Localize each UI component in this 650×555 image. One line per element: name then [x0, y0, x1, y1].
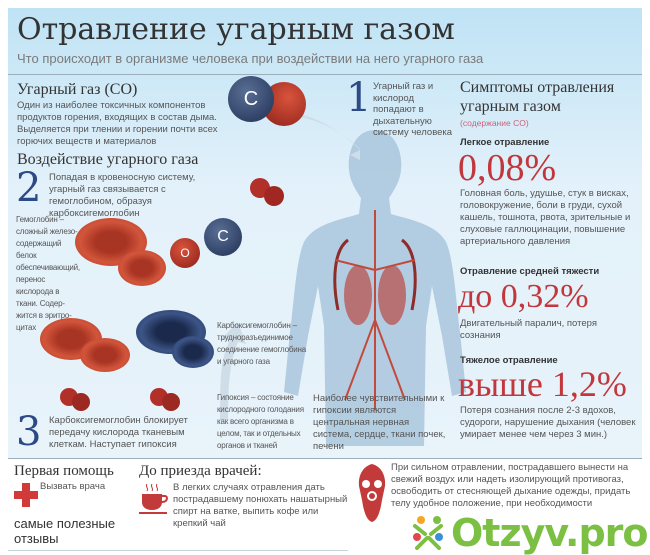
- page-subtitle: Что происходит в организме человека при …: [17, 51, 484, 66]
- gas-mask-icon: [358, 464, 386, 522]
- level-mild-value: 0,08%: [458, 147, 557, 189]
- co-heading: Угарный газ (CO): [17, 81, 138, 98]
- effect-heading: Воздействие угарного газа: [17, 151, 199, 168]
- level-mild-label: Легкое отравление: [460, 137, 550, 148]
- page-title: Отравление угарным газом: [17, 12, 455, 47]
- step-2-number: 2: [16, 165, 42, 211]
- carboxyhemoglobin-note: Карбоксигемоглобин – трудноразъединимое …: [217, 321, 306, 366]
- step-1-number: 1: [346, 75, 372, 121]
- step-2-text: Попадая в кровеносную систему, угарный г…: [49, 172, 196, 219]
- level-medium-text: Двигательный паралич, потеря сознания: [460, 318, 597, 341]
- watermark-tagline: самые полезные отзывы: [14, 516, 116, 546]
- hypoxia-note: Гипоксия – состояние кислородного голода…: [217, 393, 304, 450]
- symptoms-subheading: (содержание CO): [460, 118, 529, 128]
- oxygen-molecule-icon: [264, 186, 284, 206]
- human-body-illustration: [284, 130, 466, 446]
- carboxyhemoglobin-cell-icon: [172, 336, 214, 368]
- carbon-atom-icon-2: C: [204, 218, 242, 256]
- level-severe-label: Тяжелое отравление: [460, 355, 558, 366]
- step-3-number: 3: [16, 409, 42, 455]
- gas-mask-advice-text: При сильном отравлении, пострадавшего вы…: [391, 462, 631, 509]
- call-doctor-text: Вызвать врача: [40, 481, 106, 492]
- step-3-text: Карбоксигемоглобин блокирует передачу ки…: [49, 415, 188, 450]
- red-blood-cell-icon: [118, 250, 166, 286]
- co-description: Один из наиболее токсичных компонентов п…: [17, 100, 218, 147]
- otzyv-logo-icon: [413, 516, 443, 550]
- tea-advice-text: В легких случаях отравления дать пострад…: [173, 482, 348, 529]
- level-mild-text: Головная боль, удушье, стук в висках, го…: [460, 188, 631, 247]
- step-1-text: Угарный газ и кислород попадают в дыхате…: [373, 81, 453, 138]
- medical-cross-icon: [14, 483, 38, 507]
- hot-cup-icon: [139, 483, 168, 514]
- sensitive-organs-note: Наиболее чувствительными к гипоксии явля…: [313, 393, 446, 452]
- before-doctors-heading: До приезда врачей:: [139, 463, 262, 479]
- level-medium-value: до 0,32%: [458, 278, 589, 315]
- level-medium-label: Отравление средней тяжести: [460, 266, 600, 277]
- oxygen-molecule-icon: [162, 393, 180, 411]
- oxygen-atom-icon-2: O: [170, 238, 200, 268]
- level-severe-text: Потеря сознания после 2-3 вдохов, судоро…: [460, 405, 636, 440]
- red-blood-cell-icon: [80, 338, 130, 372]
- flow-arrows: [220, 110, 360, 420]
- hemoglobin-note: Гемоглобин – сложный железо-содержащий б…: [16, 215, 80, 332]
- oxygen-molecule-icon: [72, 393, 90, 411]
- watermark: Otzyv.pro: [405, 514, 650, 552]
- watermark-brand: Otzyv.pro: [451, 511, 649, 555]
- carbon-atom-icon: C: [228, 76, 274, 122]
- first-aid-heading: Первая помощь: [14, 463, 114, 479]
- symptoms-heading: Симптомы отравления угарным газом: [460, 79, 615, 115]
- level-severe-value: выше 1,2%: [458, 364, 627, 404]
